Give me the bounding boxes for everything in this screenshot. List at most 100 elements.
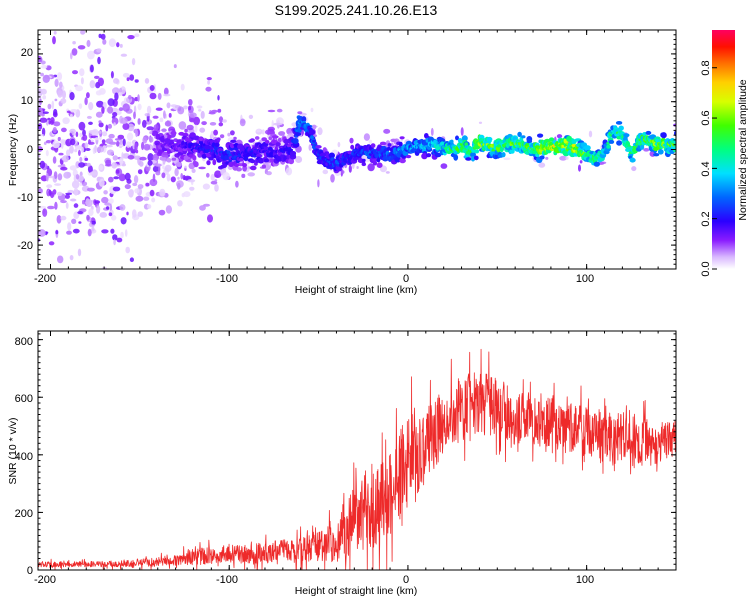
spectrogram-cell <box>269 158 275 163</box>
spectrogram-cell <box>52 36 56 45</box>
spectrogram-cell <box>128 95 132 100</box>
spectrogram-cell <box>153 124 159 131</box>
spectrogram-cell <box>86 187 95 192</box>
spectrogram-cell <box>177 200 183 207</box>
spectrogram-cell <box>139 161 144 167</box>
spectrogram-cell <box>74 148 78 153</box>
spectrogram-cell <box>271 119 274 129</box>
spectrogram-cell <box>115 169 120 174</box>
spectrogram-cell <box>56 215 62 224</box>
spectrogram-cell <box>87 165 93 174</box>
spectrogram-cell <box>517 131 522 138</box>
spectrogram-cell <box>204 144 211 150</box>
spectrogram-cell <box>108 133 115 139</box>
spectrogram-cell <box>288 158 295 165</box>
spectrogram-cell <box>101 106 105 114</box>
spectrogram-cell <box>248 114 254 119</box>
spectrogram-cell <box>170 130 177 136</box>
spectrogram-cell <box>562 151 569 157</box>
spectrogram-cell <box>82 199 85 205</box>
colorbar-label: Normalized spectral amplitude <box>737 79 749 220</box>
spectrogram-cell <box>163 110 166 119</box>
spectrogram-cell <box>317 127 323 136</box>
spectrogram-cells <box>38 30 676 269</box>
spectrogram-cell <box>79 132 83 138</box>
spectrogram-cell <box>645 130 652 135</box>
spectrogram-cell <box>119 204 126 211</box>
spectrogram-cell <box>202 183 210 190</box>
spectrogram-cell <box>67 222 72 231</box>
spectrogram-cell <box>292 138 299 144</box>
spectrogram-cell <box>289 150 296 157</box>
spectrogram-cell <box>149 85 155 91</box>
spectrogram-cell <box>386 146 391 151</box>
spectrogram-cell <box>134 79 139 83</box>
spectrogram-cell <box>57 191 63 197</box>
spectrogram-cell <box>70 114 73 118</box>
spectrogram-cell <box>65 194 70 199</box>
spectrogram-cell <box>254 162 258 166</box>
spectrogram-cell <box>149 131 153 135</box>
spectrogram-cell <box>341 170 345 174</box>
spectrogram-cell <box>41 127 46 137</box>
spectrogram-ytick-label: 10 <box>21 95 33 107</box>
spectrogram-cell <box>146 105 152 115</box>
spectrogram-cell <box>434 152 442 158</box>
spectrogram-cell <box>548 137 555 142</box>
spectrogram-cell <box>57 90 63 98</box>
spectrogram-cell <box>184 128 188 133</box>
spectrogram-cell <box>159 117 164 123</box>
figure-title: S199.2025.241.10.26.E13 <box>275 2 438 18</box>
spectrogram-cell <box>137 94 140 102</box>
spectrogram-cell <box>421 152 428 160</box>
spectrogram-cell <box>84 157 89 161</box>
spectrogram-cell <box>57 164 65 168</box>
spectrogram-cell <box>39 108 43 116</box>
spectrogram-cell <box>114 138 121 141</box>
spectrogram-cell <box>213 129 219 136</box>
spectrogram-cell <box>69 255 74 261</box>
spectrogram-cell <box>509 149 515 154</box>
spectrogram-cell <box>218 116 224 123</box>
spectrogram-cell <box>119 87 122 93</box>
spectrogram-cell <box>264 158 270 163</box>
spectrogram-cell <box>453 154 459 161</box>
spectrogram-cell <box>119 43 123 48</box>
spectrogram-cell <box>87 50 95 60</box>
spectrogram-cell <box>110 228 115 234</box>
spectrogram-cell <box>328 152 335 159</box>
spectrogram-cell <box>250 165 257 171</box>
spectrogram-panel: -200 -100 0 100 -20 -10 0 10 20 Height o… <box>7 29 677 296</box>
spectrogram-cell <box>86 162 91 167</box>
spectrogram-cell <box>42 111 49 114</box>
spectrogram-cell <box>254 136 260 140</box>
spectrogram-cell <box>361 158 366 162</box>
spectrogram-cell <box>271 135 279 139</box>
spectrogram-cell <box>144 78 150 84</box>
spectrogram-cell <box>183 191 191 198</box>
spectrogram-cell <box>167 135 172 139</box>
snr-xtick-label: 100 <box>576 574 594 586</box>
spectrogram-cell <box>38 133 45 137</box>
spectrogram-cell <box>263 145 269 152</box>
spectrogram-cell <box>108 38 116 48</box>
spectrogram-cell <box>207 214 213 223</box>
spectrogram-cell <box>111 162 118 169</box>
spectrogram-cell <box>91 226 95 232</box>
spectrogram-cell <box>79 181 83 187</box>
spectrogram-cell <box>127 190 131 195</box>
spectrogram-cell <box>385 171 390 174</box>
spectrogram-cell <box>90 139 94 143</box>
spectrogram-cell <box>191 168 196 173</box>
spectrogram-ytick-label: -10 <box>17 192 33 204</box>
spectrogram-cell <box>124 229 128 237</box>
spectrogram-cell <box>258 157 264 164</box>
spectrogram-cell <box>42 95 47 100</box>
spectrogram-cell <box>134 142 138 152</box>
spectrogram-cell <box>207 80 211 85</box>
spectrogram-cell <box>112 155 119 161</box>
colorbar: 0.0 0.2 0.4 0.6 0.8 Normalized spectral … <box>700 30 749 277</box>
spectrogram-cell <box>142 119 147 128</box>
spectrogram-cell <box>170 139 174 143</box>
spectrogram-cell <box>151 197 156 203</box>
